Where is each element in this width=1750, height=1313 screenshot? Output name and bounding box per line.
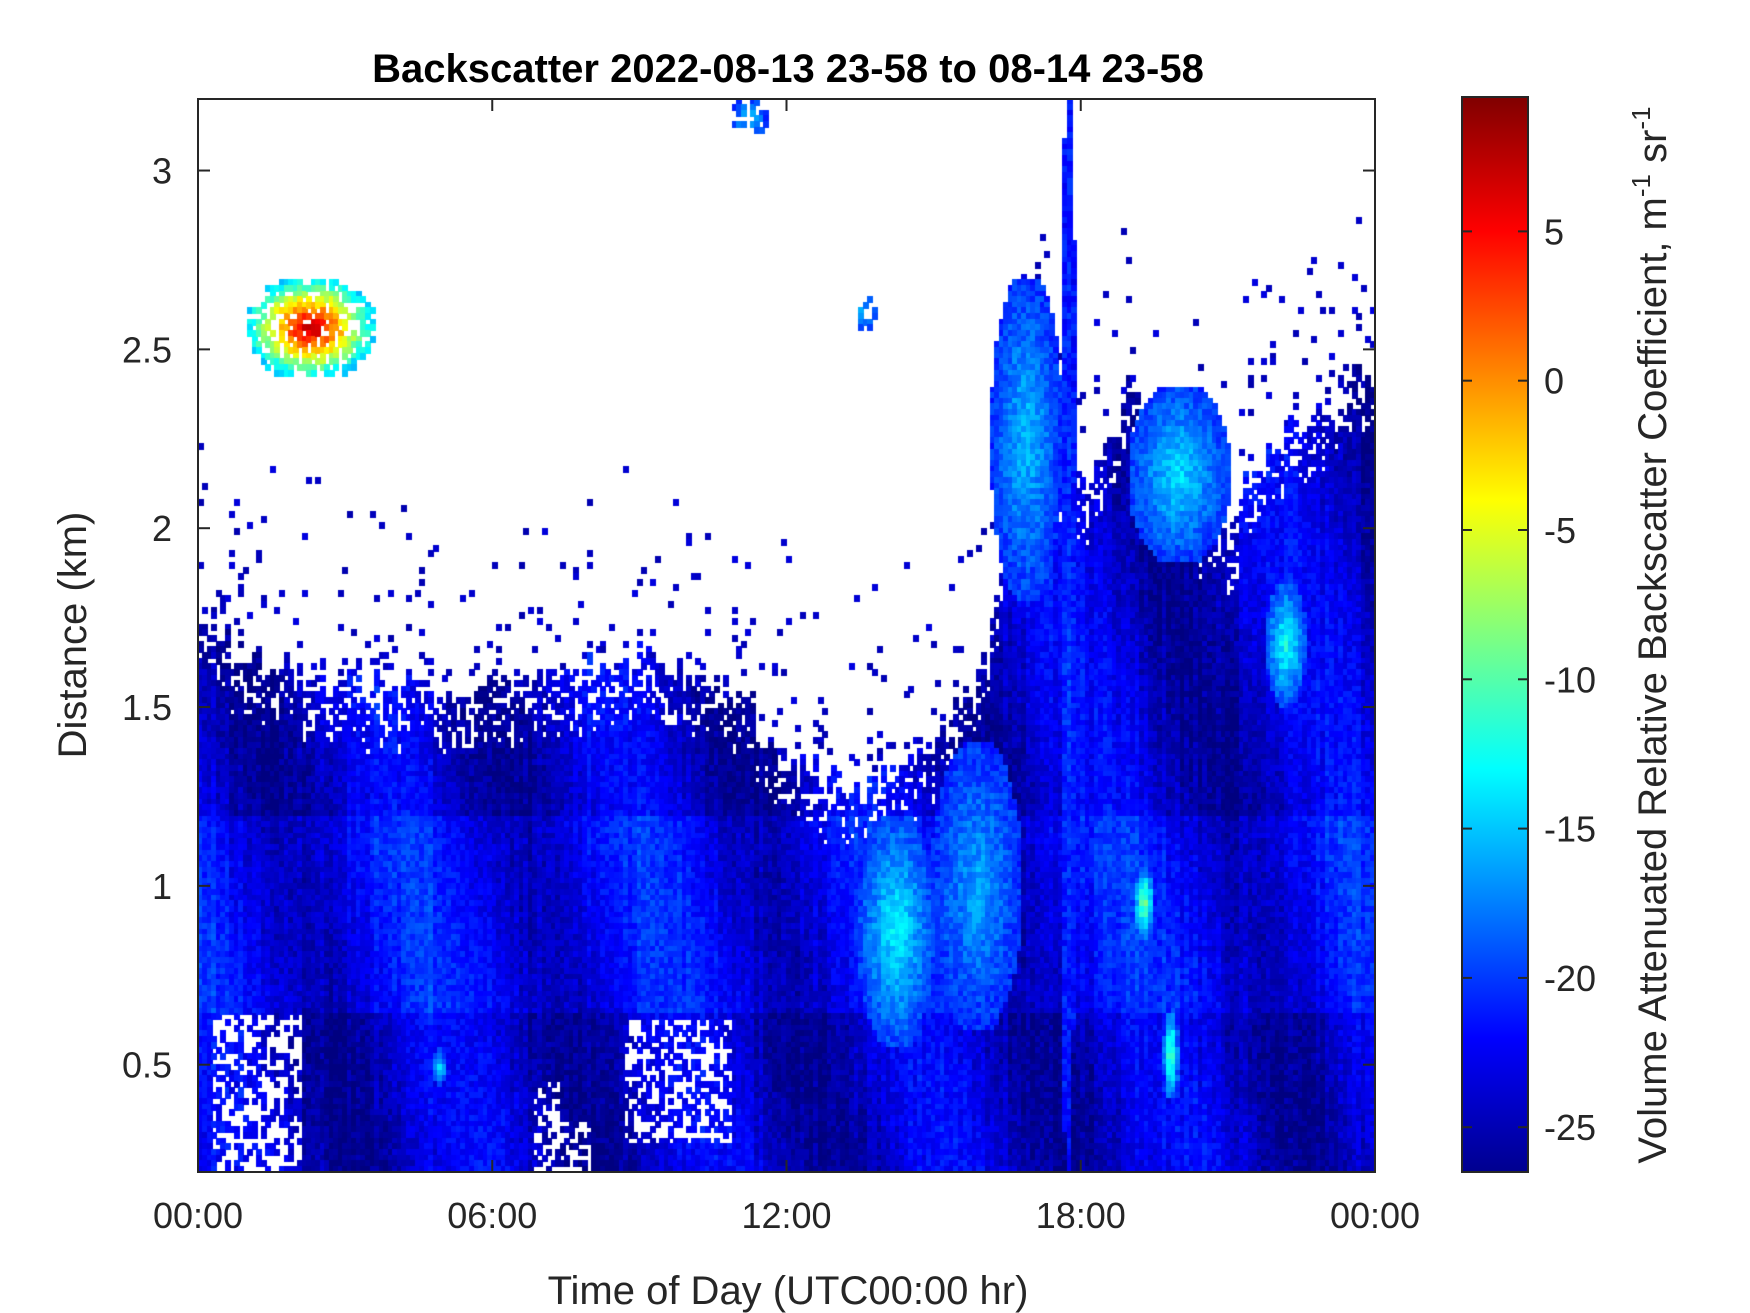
colorbar-tick-label: -20 [1544,958,1596,999]
colorbar-tick-label: -25 [1544,1107,1596,1148]
colorbar-label-main: Volume Attenuated Relative Backscatter C… [1631,197,1675,1163]
y-axis-label: Distance (km) [51,512,95,759]
x-axis-label: Time of Day (UTC00:00 hr) [548,1269,1029,1313]
heatmap-canvas [198,99,1375,1172]
x-tick-label: 12:00 [741,1195,831,1236]
y-axis-ticks: 0.5 1 1.5 2 2.5 3 [122,151,1375,1086]
colorbar-label-mid: sr [1631,130,1675,174]
x-tick-label: 06:00 [447,1195,537,1236]
y-tick-label: 1.5 [122,687,172,728]
colorbar-tick-label: -15 [1544,809,1596,850]
x-tick-label: 18:00 [1036,1195,1126,1236]
colorbar-label-sup2: -1 [1626,106,1656,129]
x-tick-label: 00:00 [1330,1195,1420,1236]
y-tick-label: 0.5 [122,1045,172,1086]
y-tick-label: 2.5 [122,329,172,370]
x-tick-label: 00:00 [153,1195,243,1236]
y-tick-label: 3 [152,151,172,192]
colorbar [1461,96,1529,1173]
x-axis-ticks: 00:00 06:00 12:00 18:00 00:00 [153,99,1420,1236]
heatmap-area [198,99,1375,1172]
colorbar-label-sup1: -1 [1626,174,1656,197]
colorbar-ticks: -25 -20 -15 -10 -5 0 5 [1462,211,1596,1148]
colorbar-label: Volume Attenuated Relative Backscatter C… [1626,106,1675,1163]
y-tick-label: 2 [152,508,172,549]
chart-title: Backscatter 2022-08-13 23-58 to 08-14 23… [372,47,1204,91]
colorbar-tick-label: 5 [1544,211,1564,252]
y-tick-label: 1 [152,866,172,907]
colorbar-tick-label: 0 [1544,361,1564,402]
colorbar-tick-label: -10 [1544,659,1596,700]
colorbar-tick-label: -5 [1544,510,1576,551]
